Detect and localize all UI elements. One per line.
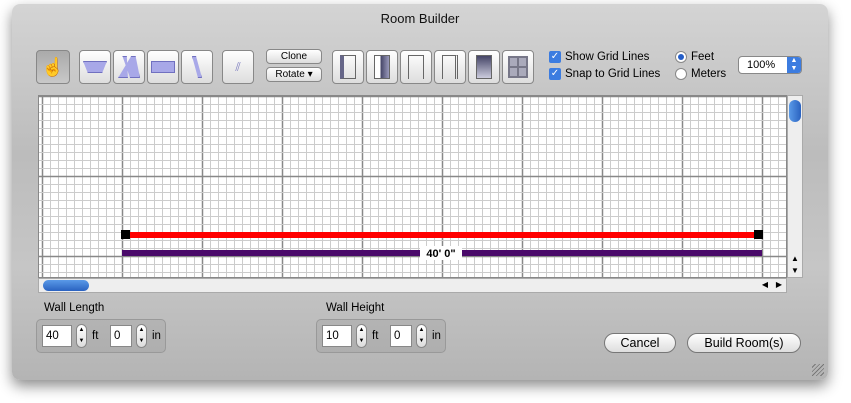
wall-height-inches-stepper[interactable]: ▲ ▼	[416, 324, 427, 348]
wall-tool-button[interactable]: ⫽	[222, 50, 254, 84]
room-builder-window: Room Builder ☝ ⫽ Clone Rotate ▾ ✓ Show Gr…	[12, 4, 828, 380]
cancel-button[interactable]: Cancel	[604, 333, 676, 353]
dimension-label: 40' 0"	[426, 248, 455, 260]
stepper-arrows-icon: ▲ ▼	[787, 57, 801, 73]
wall-length-inches-stepper[interactable]: ▲ ▼	[136, 324, 147, 348]
checkmark-icon: ✓	[549, 51, 561, 63]
window-icon	[508, 56, 528, 78]
radio-icon	[675, 68, 687, 80]
wall-height-group: 10 ▲ ▼ ft 0 ▲ ▼ in	[316, 319, 446, 353]
box-room-tool[interactable]	[79, 50, 111, 84]
checkmark-icon: ✓	[549, 68, 561, 80]
single-wall-tool[interactable]	[181, 50, 213, 84]
box-room-icon	[83, 61, 107, 73]
clone-button[interactable]: Clone	[266, 49, 322, 64]
doorway-icon	[442, 55, 458, 79]
ft-unit-label: ft	[92, 330, 99, 342]
wall-height-feet-field[interactable]: 10	[322, 325, 352, 347]
ft-unit-label: ft	[372, 330, 379, 342]
sliding-door-icon	[476, 55, 492, 79]
single-wall-icon	[192, 56, 202, 78]
grid: 40' 0"	[39, 96, 786, 277]
snap-to-grid-label: Snap to Grid Lines	[565, 68, 661, 80]
meters-label: Meters	[691, 68, 727, 80]
feet-label: Feet	[691, 51, 715, 63]
room-canvas[interactable]: 40' 0"	[38, 95, 787, 278]
scroll-right-arrow-icon[interactable]: ▶	[775, 280, 782, 289]
wall-height-label: Wall Height	[326, 302, 385, 314]
horizontal-scroll-thumb[interactable]	[43, 280, 89, 291]
window-title: Room Builder	[380, 11, 460, 26]
build-rooms-button[interactable]: Build Room(s)	[687, 333, 801, 353]
horizontal-scrollbar[interactable]: ◀ ▶	[38, 278, 787, 293]
meters-radio[interactable]: Meters	[675, 68, 726, 80]
rotate-popup-button[interactable]: Rotate ▾	[266, 67, 322, 82]
radio-selected-icon	[675, 51, 687, 63]
wall-length-label: Wall Length	[44, 302, 105, 314]
window-button[interactable]	[502, 50, 534, 84]
in-unit-label: in	[152, 330, 161, 342]
hand-tool-button[interactable]: ☝	[36, 50, 70, 84]
wall-endpoint-handle[interactable]	[121, 230, 130, 239]
door-left-button[interactable]	[332, 50, 364, 84]
in-unit-label: in	[432, 330, 441, 342]
scroll-down-arrow-icon[interactable]: ▼	[791, 266, 799, 275]
scroll-left-arrow-icon[interactable]: ◀	[761, 280, 768, 289]
opening-icon	[408, 55, 424, 79]
doorway-button[interactable]	[434, 50, 466, 84]
angled-walls-tool[interactable]	[113, 50, 145, 84]
door-left-icon	[340, 55, 356, 79]
vertical-scrollbar[interactable]: ▲ ▼	[787, 95, 803, 278]
show-grid-lines-checkbox[interactable]: ✓ Show Grid Lines	[549, 51, 649, 63]
zoom-select[interactable]: 100% ▲ ▼	[738, 56, 802, 74]
scroll-up-arrow-icon[interactable]: ▲	[791, 254, 799, 263]
show-grid-lines-label: Show Grid Lines	[565, 51, 650, 63]
vertical-scroll-thumb[interactable]	[789, 100, 801, 122]
wall-length-inches-field[interactable]: 0	[110, 325, 132, 347]
wall-length-feet-field[interactable]: 40	[42, 325, 72, 347]
rectangle-room-icon	[151, 61, 175, 73]
angled-walls-icon	[118, 56, 140, 78]
wall-tool-icon: ⫽	[235, 59, 241, 74]
wall-height-feet-stepper[interactable]: ▲ ▼	[356, 324, 367, 348]
snap-to-grid-checkbox[interactable]: ✓ Snap to Grid Lines	[549, 68, 660, 80]
wall-height-inches-field[interactable]: 0	[390, 325, 412, 347]
wall-length-group: 40 ▲ ▼ ft 0 ▲ ▼ in	[36, 319, 166, 353]
feet-radio[interactable]: Feet	[675, 51, 714, 63]
door-right-icon	[374, 55, 390, 79]
wall-endpoint-handle[interactable]	[754, 230, 763, 239]
hand-pointer-icon: ☝	[41, 56, 65, 77]
dimension-label-bg	[420, 246, 462, 260]
resize-grip-icon[interactable]	[812, 364, 824, 376]
wall-length-feet-stepper[interactable]: ▲ ▼	[76, 324, 87, 348]
zoom-value: 100%	[747, 59, 776, 71]
opening-button[interactable]	[400, 50, 432, 84]
sliding-door-button[interactable]	[468, 50, 500, 84]
door-right-button[interactable]	[366, 50, 398, 84]
rectangle-room-tool[interactable]	[147, 50, 179, 84]
